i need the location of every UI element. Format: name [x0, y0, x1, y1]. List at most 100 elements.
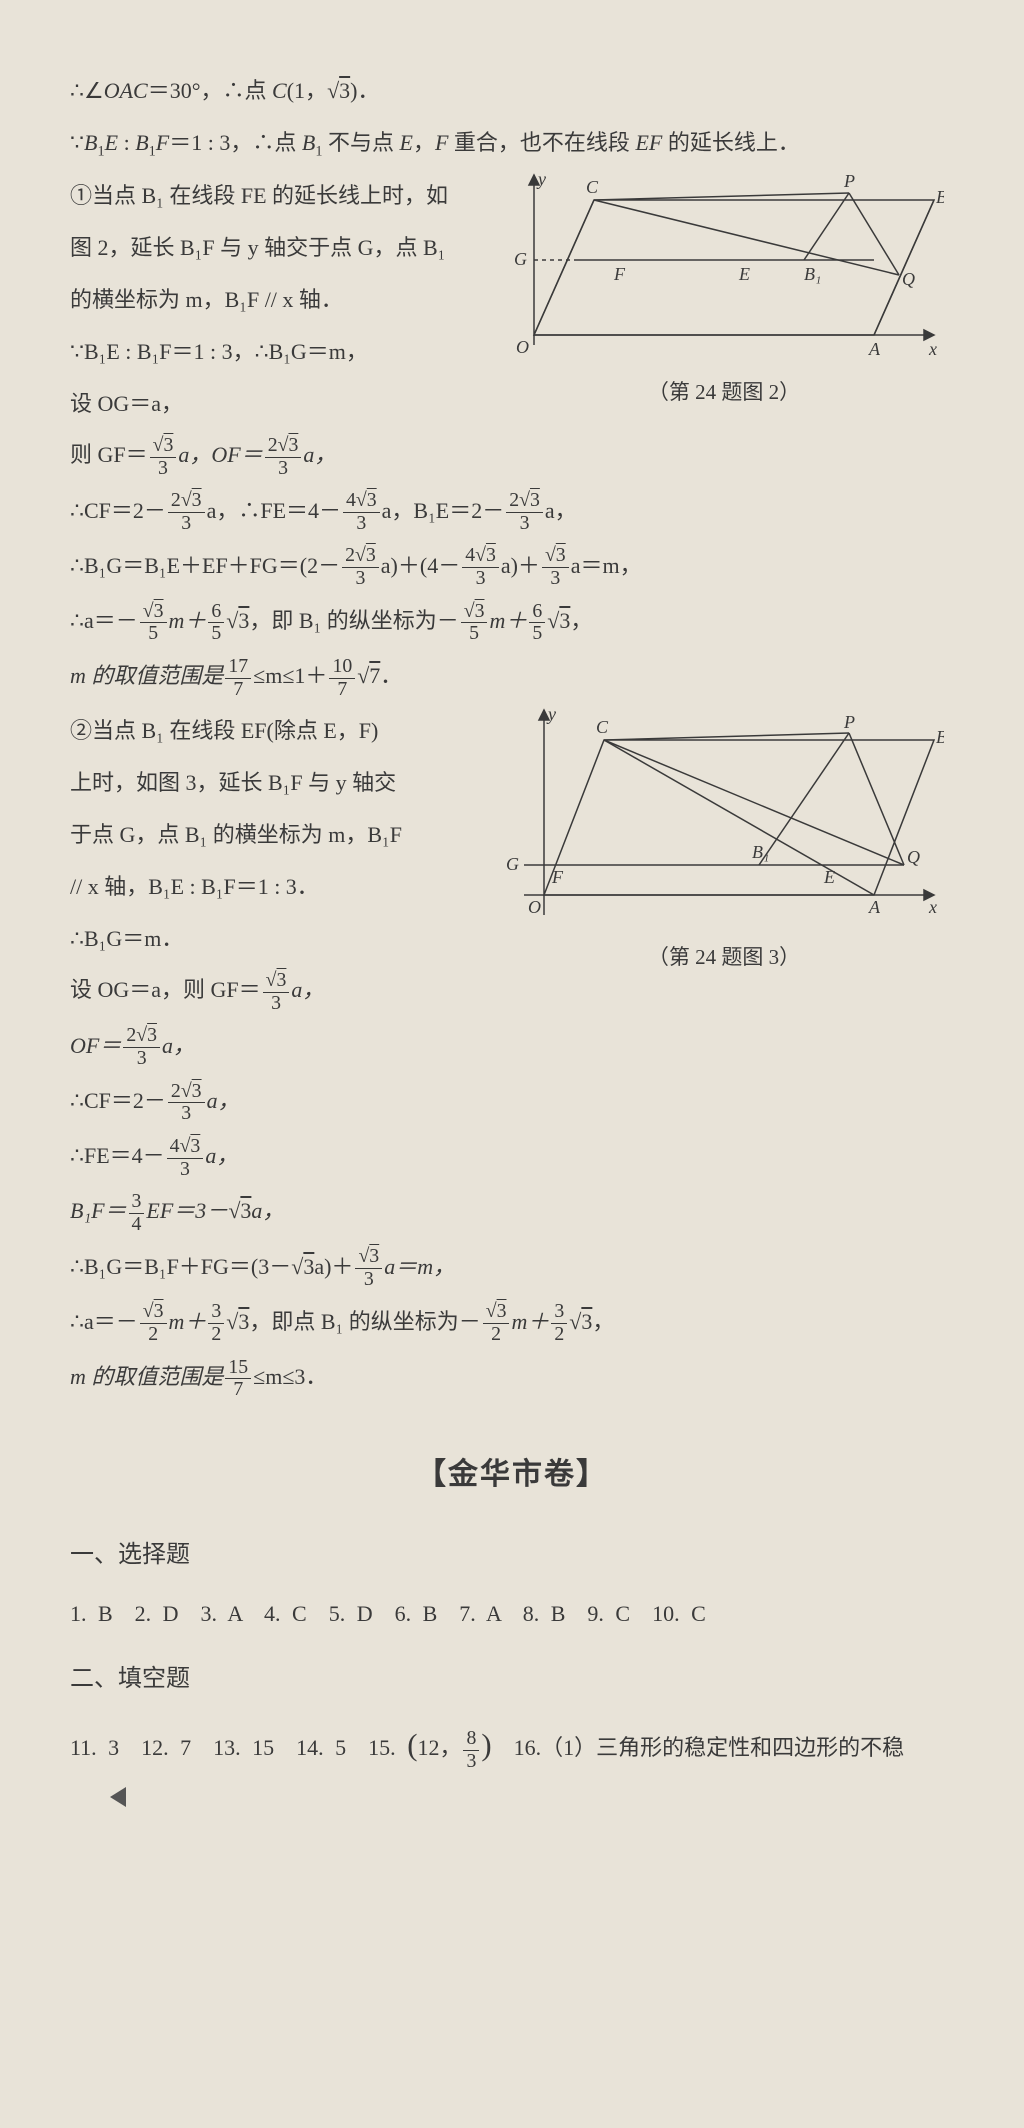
t: a＝m，	[384, 1254, 455, 1279]
t: 3	[238, 608, 249, 633]
section-title: 【金华市卷】	[70, 1446, 954, 1503]
t: 3	[342, 568, 379, 590]
t: 3	[556, 544, 566, 566]
t: ，即点 B₁ 的纵坐标为－	[249, 1309, 480, 1334]
t: 3	[129, 1191, 145, 1214]
t: 2	[509, 489, 519, 511]
text-line: 则 GF＝√33a，OF＝2√33a，	[70, 434, 954, 479]
lbl: x	[928, 339, 937, 359]
lbl: E	[738, 264, 750, 284]
t: a)＋(4－	[381, 553, 460, 578]
text-line: // x 轴，B₁E : B₁F＝1 : 3．	[70, 866, 500, 908]
t: 3	[147, 1024, 157, 1046]
text-line: m 的取值范围是157≤m≤3．	[70, 1356, 954, 1401]
t: ∴CF＝2－	[70, 498, 166, 523]
t: 3	[463, 1751, 479, 1773]
t: 重合，也不在线段	[448, 130, 635, 155]
t: F	[435, 130, 448, 155]
t: 3	[288, 434, 298, 456]
t: B	[302, 130, 315, 155]
figure-1: y x O G C F E B₁ P B Q A （第 24 题图 2）	[504, 165, 944, 413]
t: 3	[542, 568, 569, 590]
text-line: ∴B₁G＝B₁E＋EF＋FG＝(2－2√33a)＋(4－4√33a)＋√33a＝…	[70, 545, 954, 590]
lbl: G	[506, 854, 519, 874]
t: B	[135, 130, 148, 155]
t: 3	[559, 608, 570, 633]
t: a)＋	[501, 553, 540, 578]
t: 5	[529, 623, 545, 645]
t: ∴CF＝2－	[70, 1088, 166, 1113]
t: m 的取值范围是	[70, 663, 223, 688]
t: 16.（1）三角形的稳定性和四边形的不稳	[492, 1735, 905, 1760]
t: 3	[154, 1300, 164, 1322]
t: E	[105, 130, 118, 155]
lbl: C	[596, 717, 609, 737]
t: ，即 B₁ 的纵坐标为－	[249, 608, 458, 633]
t: 则 GF＝	[70, 442, 148, 467]
diagram-1: y x O G C F E B₁ P B Q A	[504, 165, 944, 365]
lbl: P	[843, 171, 855, 191]
lbl: Q	[902, 269, 915, 289]
t: a，B₁E＝2－	[382, 498, 505, 523]
t: 3	[462, 568, 499, 590]
text-line: ∴CF＝2－2√33a，	[70, 1080, 954, 1125]
t: 3	[366, 544, 376, 566]
t: 3	[150, 458, 177, 480]
lbl: Q	[907, 847, 920, 867]
t: ＝30°，∴点	[148, 78, 272, 103]
lbl: B₁	[752, 842, 769, 862]
t: 3	[123, 1048, 160, 1070]
t: a，	[303, 442, 336, 467]
t: 3	[192, 1080, 202, 1102]
text-line: ∵B1E : B1F＝1 : 3，∴点 B1 不与点 E，F 重合，也不在线段 …	[70, 122, 954, 166]
t: 3	[167, 1159, 204, 1181]
lbl: F	[551, 867, 564, 887]
figure-block-1: y x O G C F E B₁ P B Q A （第 24 题图 2） ①当点…	[70, 175, 954, 424]
text-line: B₁F＝34EF＝3－√3a，	[70, 1190, 954, 1235]
t: ＝1 : 3，∴点	[169, 130, 302, 155]
t: OF＝	[70, 1033, 121, 1058]
t: 3	[163, 434, 173, 456]
text-line: OF＝2√33a，	[70, 1025, 954, 1070]
lbl: B₁	[804, 264, 821, 284]
t: 3	[343, 513, 380, 535]
t: 7	[225, 679, 251, 701]
t: 3	[303, 1254, 314, 1279]
text-line: ∴B₁G＝m．	[70, 918, 500, 960]
t: 7	[329, 679, 355, 701]
lbl: y	[536, 169, 546, 189]
t: a，	[207, 1088, 240, 1113]
lbl: P	[843, 712, 855, 732]
t: 3	[497, 1300, 507, 1322]
t: ∴B₁G＝B₁F＋FG＝(3－	[70, 1254, 291, 1279]
t: 3	[208, 1301, 224, 1324]
t: a，	[205, 1143, 238, 1168]
t: 3	[168, 513, 205, 535]
t: a，∴FE＝4－	[207, 498, 341, 523]
t: m＋	[511, 1309, 549, 1334]
t: 3	[506, 513, 543, 535]
lbl: O	[516, 337, 529, 357]
t: ∴∠	[70, 78, 104, 103]
t: 2	[268, 434, 278, 456]
text-line: ∴∠OAC＝30°，∴点 C(1，√3)．	[70, 70, 954, 112]
t: )．	[350, 78, 379, 103]
t: ，	[413, 130, 435, 155]
t: 2	[140, 1324, 167, 1346]
t: 3	[367, 489, 377, 511]
t: 2	[126, 1024, 136, 1046]
t: F	[156, 130, 169, 155]
text-line: 图 2，延长 B₁F 与 y 轴交于点 G，点 B₁	[70, 227, 500, 269]
t: 5	[208, 623, 224, 645]
text-line: 于点 G，点 B₁ 的横坐标为 m，B₁F	[70, 814, 500, 856]
t: 6	[208, 601, 224, 624]
t: 8	[463, 1728, 479, 1751]
t: 3	[190, 1135, 200, 1157]
footer-triangle-icon	[110, 1787, 126, 1807]
t: m＋	[169, 608, 207, 633]
t: 4	[346, 489, 356, 511]
t: 3	[265, 458, 302, 480]
t: 3	[238, 1309, 249, 1334]
t: ，	[592, 1309, 614, 1334]
t: ≤m≤1＋	[253, 663, 327, 688]
